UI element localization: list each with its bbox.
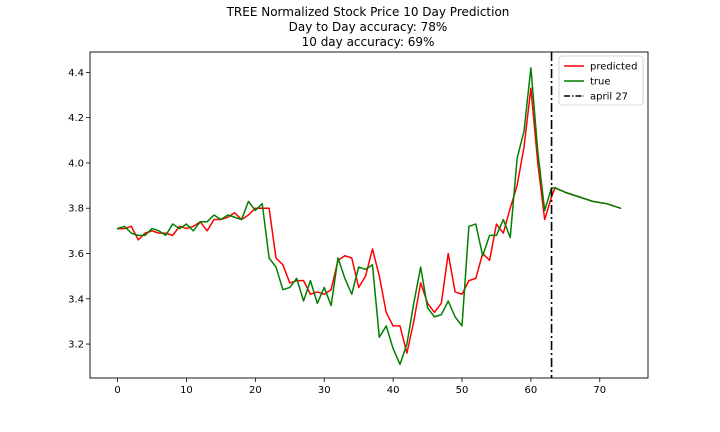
chart-title: TREE Normalized Stock Price 10 Day Predi… (226, 5, 510, 49)
y-tick-label: 3.4 (68, 294, 84, 305)
y-tick-label: 3.6 (68, 249, 84, 260)
series-line-true (116, 67, 622, 366)
series-line-predicted (116, 87, 622, 354)
x-tick-label: 60 (525, 385, 538, 396)
x-tick-label: 20 (249, 385, 262, 396)
title-line-1: TREE Normalized Stock Price 10 Day Predi… (226, 5, 510, 19)
legend-item-true-label: true (590, 77, 611, 88)
x-tick-label: 70 (593, 385, 606, 396)
y-tick-label: 3.2 (68, 340, 84, 351)
x-tick-label: 10 (180, 385, 193, 396)
axes: 0 10 20 30 40 50 60 70 3.2 3.4 3.6 3.8 4.0 4.2 4.4 (68, 51, 649, 396)
legend-item-april-27-label: april 27 (590, 92, 628, 103)
plot-area (116, 52, 622, 378)
axes-frame (89, 51, 649, 379)
x-tick-label: 40 (387, 385, 400, 396)
legend: predicted true april 27 (558, 55, 644, 106)
y-tick-label: 4.0 (68, 158, 84, 169)
y-tick-label: 4.2 (68, 113, 84, 124)
title-line-2: Day to Day accuracy: 78% (289, 20, 448, 34)
y-tick-label: 3.8 (68, 204, 84, 215)
x-tick-label: 50 (456, 385, 469, 396)
legend-box (558, 55, 644, 106)
y-tick-label: 4.4 (68, 68, 84, 79)
title-line-3: 10 day accuracy: 69% (302, 35, 435, 49)
x-tick-label: 30 (318, 385, 331, 396)
plot-clipped (116, 52, 622, 378)
x-tick-label: 0 (114, 385, 120, 396)
legend-item-predicted-label: predicted (590, 62, 637, 73)
